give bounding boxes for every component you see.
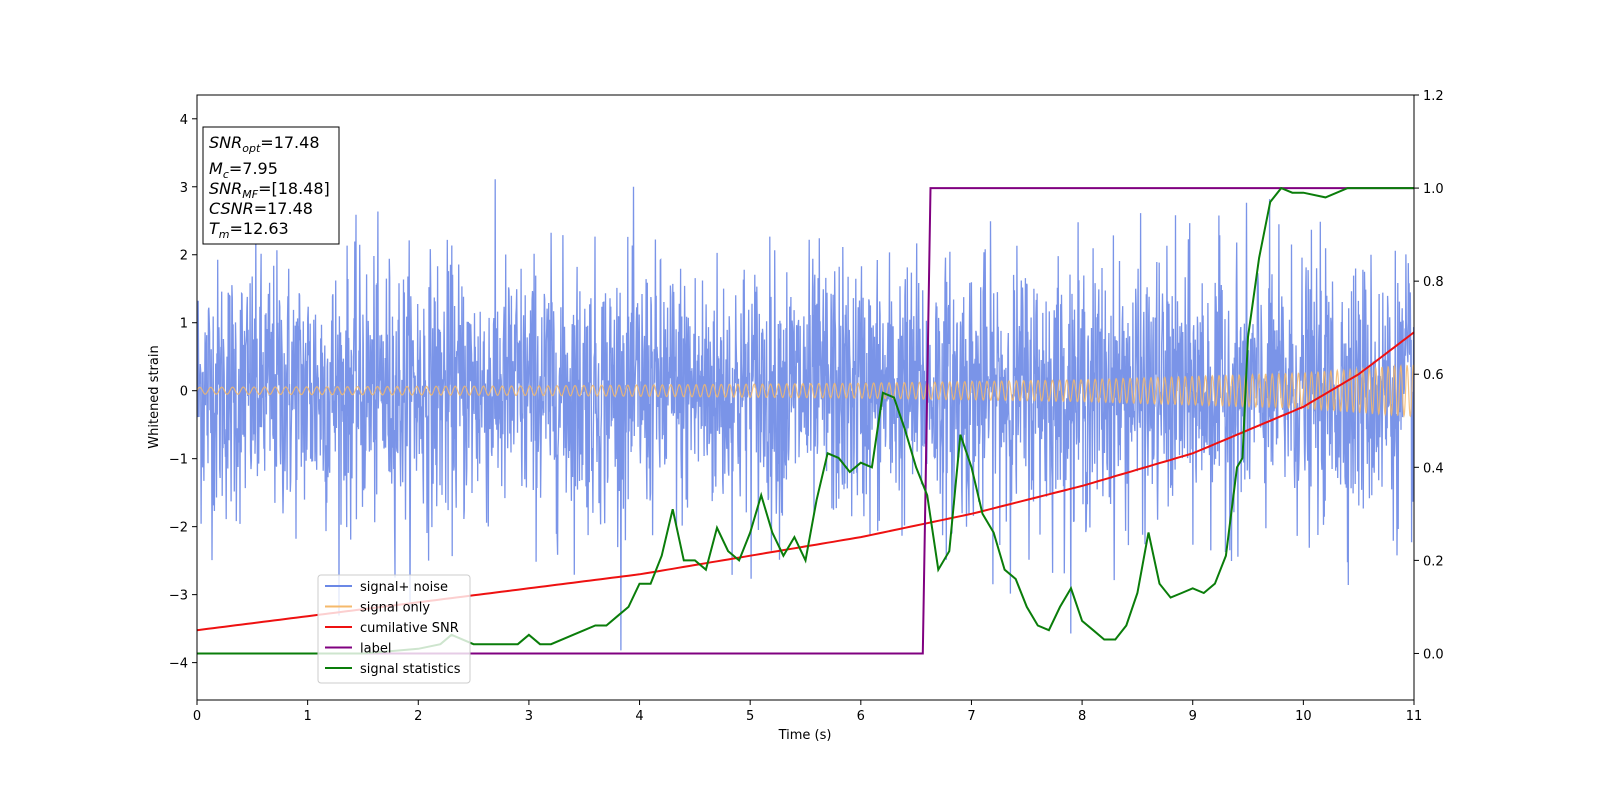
y-tick-label: −1 — [169, 453, 188, 468]
x-tick-label: 11 — [1406, 709, 1423, 724]
legend-entry: label — [360, 642, 391, 657]
y-tick-label: 0 — [180, 385, 188, 400]
x-tick-label: 7 — [967, 709, 975, 724]
y-tick-label: −4 — [169, 657, 188, 672]
annotation-chirp-mass: Mc=7.95 — [209, 159, 278, 181]
y2-tick-label: 0.6 — [1423, 368, 1444, 383]
annotation-snr-opt: SNRopt=17.48 — [209, 133, 320, 155]
x-axis-label: Time (s) — [778, 728, 832, 743]
legend: signal+ noise signal only cumilative SNR la… — [317, 574, 471, 684]
x-tick-label: 5 — [746, 709, 754, 724]
x-tick-label: 2 — [414, 709, 422, 724]
y2-tick-label: 0.0 — [1423, 647, 1444, 662]
series-line-label — [197, 187, 1414, 655]
y2-tick-label: 0.8 — [1423, 275, 1444, 290]
x-axis: 0 1 2 3 4 5 6 7 8 9 10 11 — [193, 700, 1422, 724]
annotation-snr-mf: SNRMF=[18.48] — [209, 179, 330, 201]
legend-box — [317, 574, 471, 684]
y-tick-label: 4 — [180, 113, 188, 128]
annotation-tm: Tm=12.63 — [209, 219, 289, 241]
y-tick-label: 2 — [180, 249, 188, 264]
x-tick-label: 9 — [1189, 709, 1197, 724]
legend-entry: cumilative SNR — [360, 621, 459, 636]
legend-entry: signal statistics — [360, 662, 461, 677]
legend-entry: signal+ noise — [360, 580, 448, 595]
legend-entry: signal only — [360, 601, 430, 616]
annotation-csnr: CSNR=17.48 — [209, 199, 313, 218]
x-tick-label: 6 — [857, 709, 865, 724]
y2-tick-label: 0.2 — [1423, 554, 1444, 569]
y-axis-label: Whitened strain — [147, 345, 162, 448]
series-line-signal-statistics — [197, 186, 1414, 655]
annotation-box: SNRopt=17.48 Mc=7.95 SNRMF=[18.48] CSNR=… — [202, 126, 340, 245]
y-axis-right: 1.2 1.0 0.8 0.6 0.4 0.2 0.0 — [1414, 89, 1444, 662]
y2-tick-label: 1.2 — [1423, 89, 1444, 104]
y-tick-label: 1 — [180, 317, 188, 332]
x-tick-label: 4 — [635, 709, 643, 724]
x-tick-label: 8 — [1078, 709, 1086, 724]
y2-tick-label: 0.4 — [1423, 461, 1444, 476]
x-tick-label: 3 — [525, 709, 533, 724]
y-tick-label: 3 — [180, 181, 188, 196]
series-line-signal-only — [197, 364, 1414, 419]
x-tick-label: 10 — [1295, 709, 1312, 724]
y-tick-label: −2 — [169, 521, 188, 536]
y2-tick-label: 1.0 — [1423, 182, 1444, 197]
plot-frame — [196, 94, 1415, 701]
x-tick-label: 0 — [193, 709, 201, 724]
x-tick-label: 1 — [303, 709, 311, 724]
y-axis-left: 4 3 2 1 0 −1 −2 −3 −4 — [169, 113, 197, 672]
y-tick-label: −3 — [169, 589, 188, 604]
